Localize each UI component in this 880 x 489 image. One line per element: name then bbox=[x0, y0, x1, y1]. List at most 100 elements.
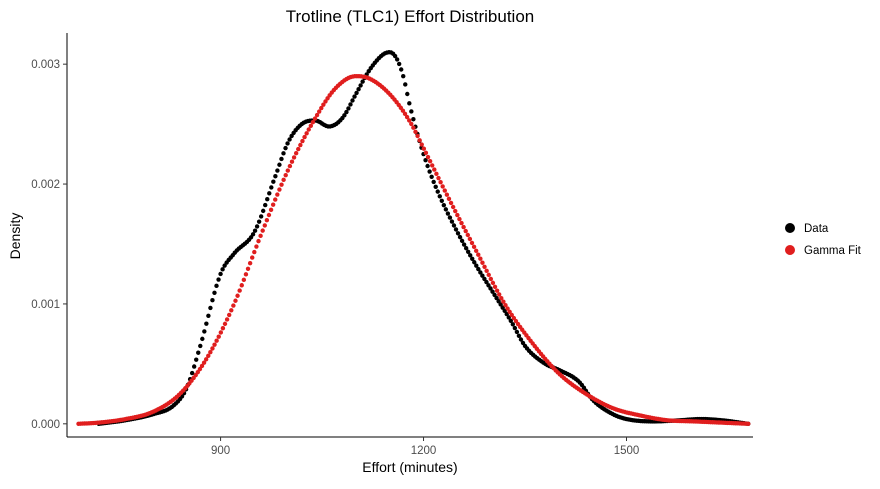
data-point bbox=[194, 357, 199, 362]
data-point bbox=[405, 91, 410, 97]
data-point bbox=[247, 260, 253, 266]
data-point bbox=[279, 156, 284, 162]
data-point bbox=[212, 342, 217, 347]
data-point bbox=[256, 219, 262, 224]
data-point bbox=[435, 189, 440, 194]
data-point bbox=[206, 313, 211, 318]
data-point bbox=[470, 256, 475, 261]
data-point bbox=[270, 202, 276, 207]
legend-key bbox=[785, 223, 795, 233]
data-point bbox=[281, 151, 286, 156]
data-point bbox=[411, 117, 416, 122]
data-point bbox=[308, 123, 314, 128]
legend-label: Gamma Fit bbox=[804, 245, 862, 257]
data-point bbox=[218, 271, 223, 277]
data-point bbox=[258, 214, 264, 219]
data-point bbox=[298, 142, 303, 148]
data-point bbox=[484, 268, 489, 274]
data-point bbox=[494, 288, 500, 293]
data-point bbox=[507, 309, 512, 314]
data-point bbox=[283, 172, 288, 178]
data-point bbox=[291, 155, 297, 160]
data-point bbox=[394, 57, 400, 62]
data-point bbox=[227, 312, 232, 318]
data-point bbox=[317, 109, 322, 114]
x-tick-label: 900 bbox=[211, 445, 230, 457]
data-point bbox=[490, 289, 495, 294]
data-point bbox=[210, 297, 215, 303]
data-point bbox=[451, 223, 457, 228]
data-point bbox=[356, 87, 361, 92]
data-point bbox=[224, 317, 230, 322]
data-point bbox=[265, 197, 270, 202]
data-point bbox=[266, 212, 272, 218]
data-point bbox=[427, 159, 433, 164]
series-layer bbox=[76, 50, 751, 427]
data-point bbox=[287, 163, 293, 169]
data-point bbox=[490, 280, 496, 286]
data-point bbox=[467, 236, 473, 242]
data-point bbox=[512, 325, 518, 331]
data-point bbox=[433, 184, 438, 190]
y-tick-label: 0.003 bbox=[31, 59, 60, 71]
data-point bbox=[505, 306, 510, 311]
data-point bbox=[346, 106, 351, 111]
data-point bbox=[210, 346, 215, 351]
data-point bbox=[220, 267, 225, 272]
data-point bbox=[504, 311, 509, 317]
data-point bbox=[275, 192, 280, 197]
data-point bbox=[237, 288, 242, 293]
data-point bbox=[463, 228, 468, 234]
data-point bbox=[245, 266, 251, 271]
data-point bbox=[348, 102, 353, 107]
data-point bbox=[271, 179, 276, 184]
data-point bbox=[216, 277, 221, 282]
data-point bbox=[312, 116, 318, 121]
data-point bbox=[200, 336, 205, 342]
data-point bbox=[269, 185, 274, 190]
data-point bbox=[419, 142, 424, 147]
chart-title: Trotline (TLC1) Effort Distribution bbox=[286, 7, 534, 26]
data-point bbox=[438, 180, 443, 185]
data-point bbox=[486, 272, 491, 278]
legend-label: Data bbox=[804, 223, 829, 235]
data-point bbox=[508, 318, 513, 323]
data-point bbox=[497, 292, 502, 297]
data-point bbox=[415, 133, 420, 139]
data-point bbox=[360, 79, 365, 84]
data-point bbox=[427, 169, 432, 174]
data-point bbox=[494, 295, 499, 301]
data-point bbox=[499, 295, 504, 301]
data-point bbox=[401, 73, 406, 79]
data-point bbox=[197, 366, 203, 372]
data-point bbox=[421, 146, 427, 151]
data-point bbox=[358, 83, 363, 88]
data-point bbox=[482, 264, 487, 269]
data-point bbox=[296, 146, 301, 152]
y-axis-title: Density bbox=[7, 213, 23, 260]
data-point bbox=[400, 108, 406, 113]
data-point bbox=[453, 208, 458, 214]
data-point bbox=[252, 249, 257, 255]
data-point bbox=[404, 114, 410, 120]
data-point bbox=[436, 175, 441, 181]
series-data bbox=[96, 50, 751, 427]
y-tick-label: 0.002 bbox=[31, 179, 60, 191]
data-point bbox=[273, 174, 278, 179]
data-point bbox=[411, 125, 416, 130]
data-point bbox=[293, 151, 299, 156]
data-point bbox=[239, 283, 244, 288]
series-gamma-fit bbox=[76, 73, 751, 427]
data-point bbox=[285, 168, 290, 173]
data-point bbox=[229, 308, 234, 313]
data-point bbox=[472, 260, 477, 265]
data-point bbox=[480, 273, 485, 278]
data-point bbox=[354, 90, 359, 96]
data-point bbox=[342, 113, 347, 118]
data-point bbox=[459, 238, 465, 244]
data-point bbox=[268, 207, 274, 213]
data-point bbox=[409, 109, 414, 114]
data-point bbox=[498, 302, 503, 307]
data-point bbox=[260, 228, 265, 233]
data-point bbox=[476, 266, 481, 272]
